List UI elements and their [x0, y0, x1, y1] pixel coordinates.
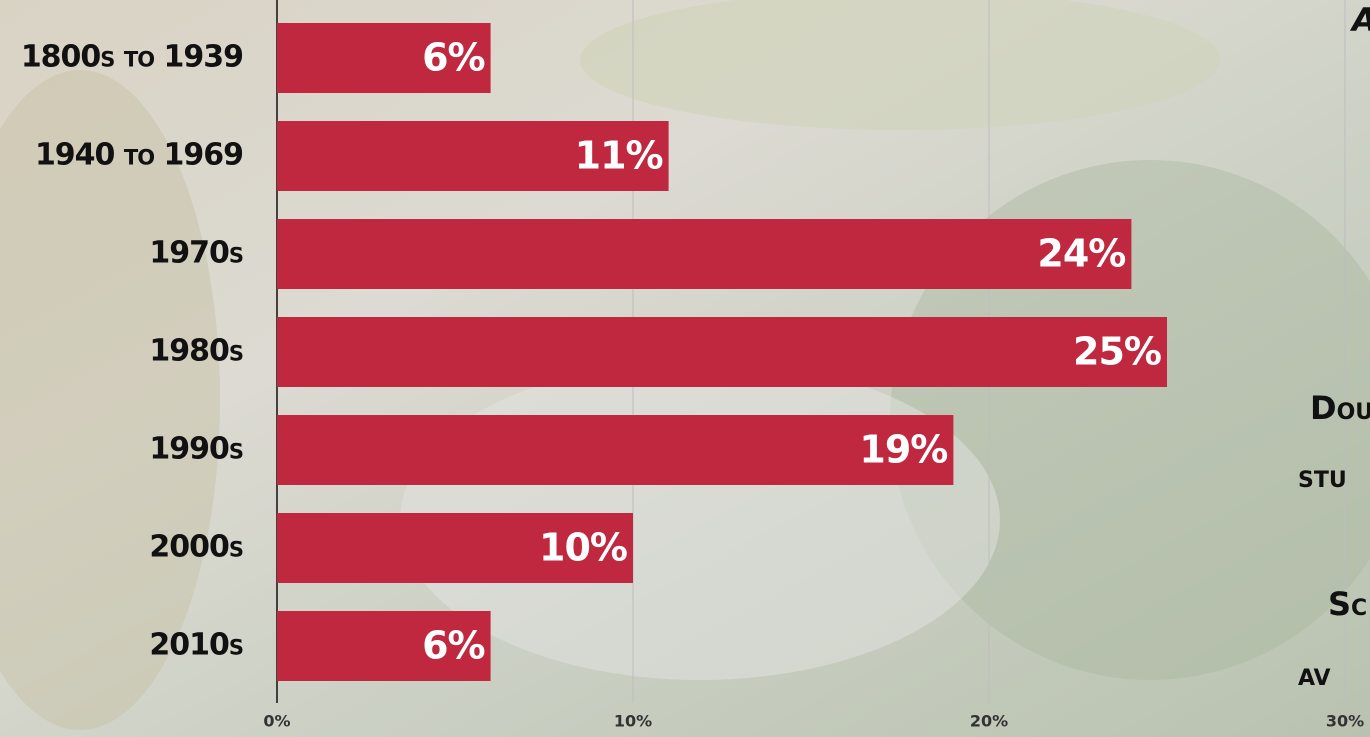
value-label: 25% — [1073, 330, 1161, 374]
annotation: Dou — [1310, 389, 1370, 427]
y-tick-label: 1800s to 1939 — [21, 40, 243, 75]
bar — [277, 415, 953, 485]
page: 0% 10% 20% 30% 1800s to 1939 6% 1940 to 1969 11… — [0, 0, 1370, 737]
y-tick-label: 1970s — [149, 236, 243, 271]
y-tick-label: 2000s — [149, 530, 243, 565]
annotation: A — [1349, 1, 1370, 39]
y-tick-label: 2010s — [149, 628, 243, 663]
bar — [277, 219, 1131, 289]
y-tick-label: 1990s — [149, 432, 243, 467]
annotation: stu — [1298, 457, 1347, 495]
x-tick-label: 0% — [263, 712, 290, 731]
annotation: Sc — [1328, 585, 1367, 623]
value-label: 19% — [859, 428, 947, 472]
x-tick-label: 20% — [970, 712, 1008, 731]
value-label: 11% — [575, 134, 663, 178]
value-label: 6% — [422, 624, 485, 668]
value-label: 24% — [1037, 232, 1125, 276]
x-tick-label: 10% — [614, 712, 652, 731]
bar — [277, 317, 1167, 387]
value-label: 6% — [422, 36, 485, 80]
y-tick-label: 1980s — [149, 334, 243, 369]
value-label: 10% — [539, 526, 627, 570]
chart: 0% 10% 20% 30% 1800s to 1939 6% 1940 to 1969 11… — [0, 0, 1370, 737]
annotation: av — [1298, 655, 1331, 693]
x-tick-label: 30% — [1326, 712, 1364, 731]
y-tick-label: 1940 to 1969 — [35, 138, 243, 173]
